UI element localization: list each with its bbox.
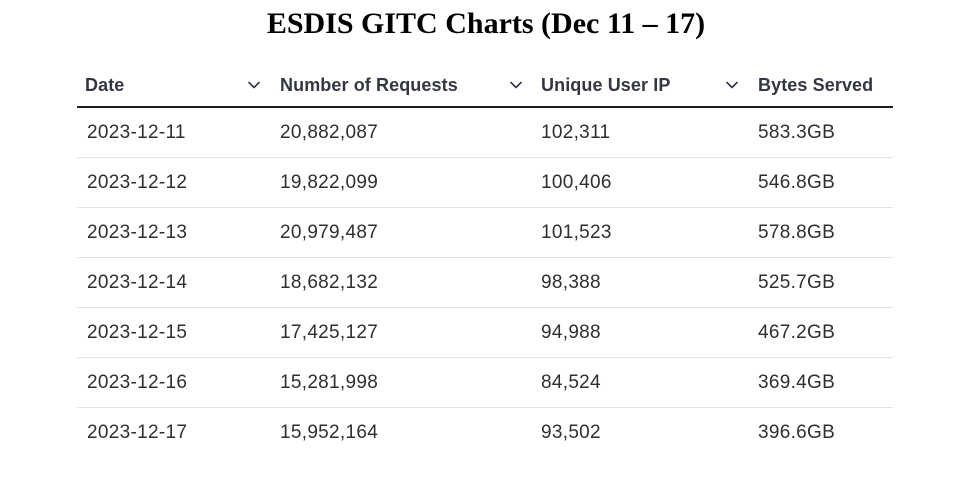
table-header-row: Date Number of Requests Unique User IP B… — [77, 64, 893, 108]
column-header-bytes-served[interactable]: Bytes Served — [758, 74, 874, 95]
cell-bytes-served: 525.7GB — [758, 271, 836, 293]
cell-number-of-requests: 19,822,099 — [280, 171, 379, 193]
cell-number-of-requests: 15,281,998 — [280, 371, 379, 393]
cell-bytes-served: 396.6GB — [758, 421, 836, 443]
page-title: ESDIS GITC Charts (Dec 11 – 17) — [266, 7, 706, 40]
table-row: 2023-12-15 17,425,127 94,988 467.2GB — [77, 308, 893, 358]
data-table: Date Number of Requests Unique User IP B… — [77, 64, 893, 457]
table-row: 2023-12-12 19,822,099 100,406 546.8GB — [77, 158, 893, 208]
cell-bytes-served: 583.3GB — [758, 121, 836, 143]
table-row: 2023-12-14 18,682,132 98,388 525.7GB — [77, 258, 893, 308]
column-header-number-of-requests[interactable]: Number of Requests — [280, 74, 458, 95]
cell-number-of-requests: 20,882,087 — [280, 121, 379, 143]
cell-unique-user-ip: 100,406 — [541, 171, 612, 193]
column-header-unique-user-ip[interactable]: Unique User IP — [541, 74, 671, 95]
cell-unique-user-ip: 84,524 — [541, 371, 601, 393]
cell-number-of-requests: 17,425,127 — [280, 321, 379, 343]
cell-number-of-requests: 15,952,164 — [280, 421, 379, 443]
table-row: 2023-12-16 15,281,998 84,524 369.4GB — [77, 358, 893, 408]
chevron-down-icon[interactable] — [509, 78, 523, 92]
chevron-down-icon[interactable] — [725, 78, 739, 92]
cell-bytes-served: 546.8GB — [758, 171, 836, 193]
cell-date: 2023-12-17 — [87, 421, 188, 443]
cell-unique-user-ip: 94,988 — [541, 321, 601, 343]
cell-date: 2023-12-12 — [87, 171, 188, 193]
column-header-date[interactable]: Date — [85, 74, 125, 95]
chevron-down-icon[interactable] — [247, 78, 261, 92]
table-row: 2023-12-11 20,882,087 102,311 583.3GB — [77, 108, 893, 158]
cell-unique-user-ip: 101,523 — [541, 221, 612, 243]
cell-date: 2023-12-13 — [87, 221, 188, 243]
cell-unique-user-ip: 98,388 — [541, 271, 601, 293]
cell-date: 2023-12-11 — [87, 121, 186, 143]
cell-date: 2023-12-14 — [87, 271, 188, 293]
table-row: 2023-12-13 20,979,487 101,523 578.8GB — [77, 208, 893, 258]
cell-bytes-served: 578.8GB — [758, 221, 836, 243]
cell-bytes-served: 467.2GB — [758, 321, 836, 343]
cell-date: 2023-12-15 — [87, 321, 188, 343]
table-row: 2023-12-17 15,952,164 93,502 396.6GB — [77, 408, 893, 457]
cell-number-of-requests: 18,682,132 — [280, 271, 379, 293]
cell-number-of-requests: 20,979,487 — [280, 221, 379, 243]
cell-bytes-served: 369.4GB — [758, 371, 836, 393]
cell-unique-user-ip: 93,502 — [541, 421, 601, 443]
cell-date: 2023-12-16 — [87, 371, 188, 393]
cell-unique-user-ip: 102,311 — [541, 121, 611, 143]
